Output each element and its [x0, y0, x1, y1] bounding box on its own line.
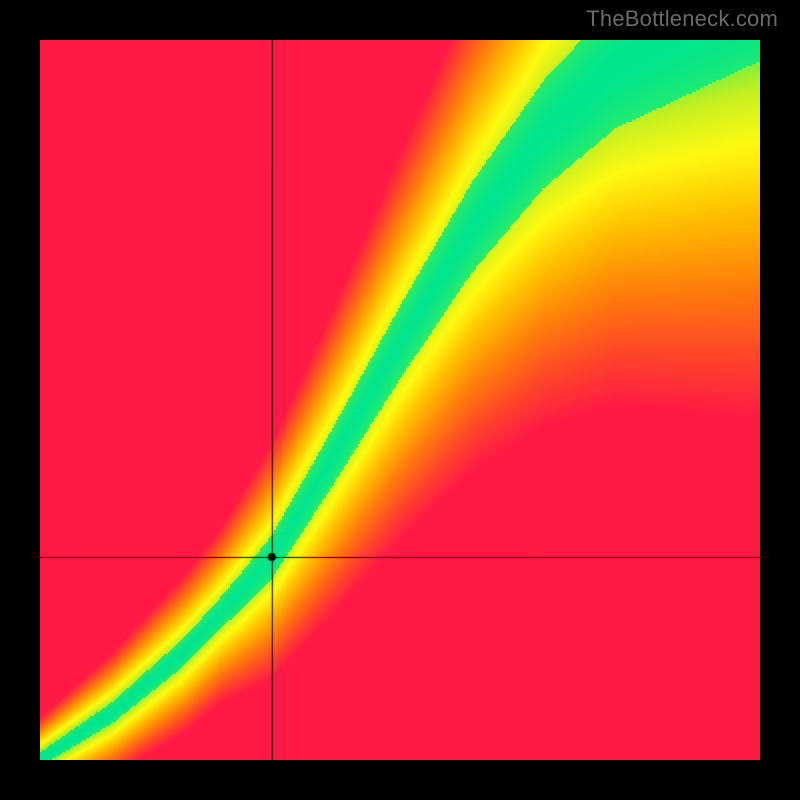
bottleneck-heatmap — [40, 40, 760, 760]
watermark-text: TheBottleneck.com — [586, 6, 778, 32]
plot-area — [40, 40, 760, 760]
chart-container: TheBottleneck.com — [0, 0, 800, 800]
